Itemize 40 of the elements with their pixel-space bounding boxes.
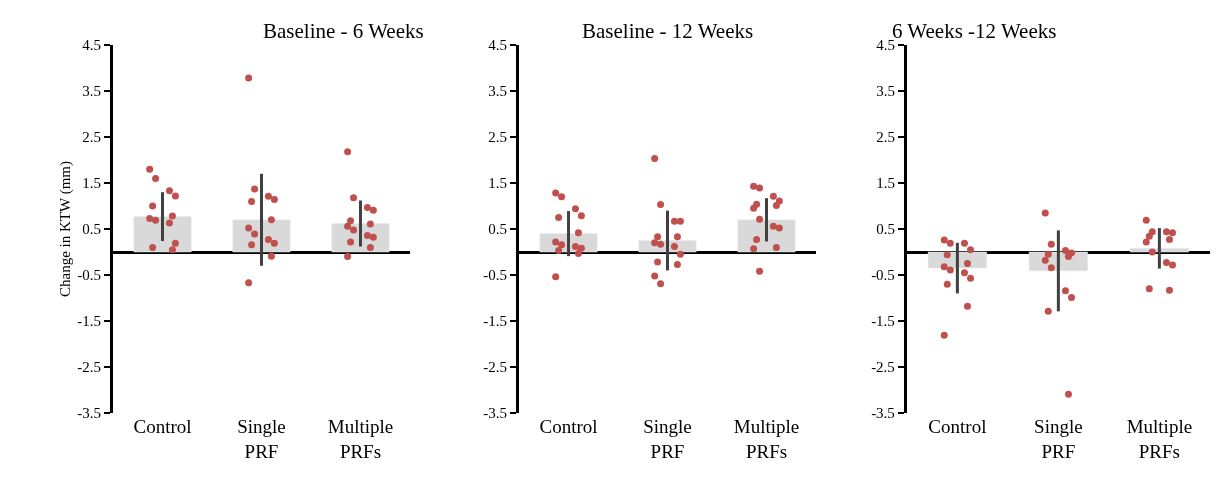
x-tick-label: Multiple PRFs xyxy=(733,416,800,462)
y-tick-label: 0.5 xyxy=(488,221,508,238)
y-tick-label: 1.5 xyxy=(82,175,102,192)
x-tick-label: Single PRF xyxy=(643,416,692,462)
chart-title: Baseline - 6 Weeks xyxy=(263,19,424,43)
y-tick-label: -3.5 xyxy=(871,405,895,422)
y-tick-label: 4.5 xyxy=(82,37,102,54)
y-tick-label: 2.5 xyxy=(488,129,508,146)
y-tick-label: -2.5 xyxy=(483,359,508,376)
y-tick-label: -1.5 xyxy=(483,313,508,330)
y-tick-label: -0.5 xyxy=(483,267,508,284)
y-tick-label: 2.5 xyxy=(82,129,102,146)
y-tick-label: -3.5 xyxy=(77,405,102,422)
y-tick-label: 2.5 xyxy=(876,129,895,146)
y-tick-label: 0.5 xyxy=(82,221,102,238)
y-tick-label: -1.5 xyxy=(871,313,895,330)
chart-title: Baseline - 12 Weeks xyxy=(582,19,754,43)
x-tick-label: Single PRF xyxy=(237,416,286,462)
y-tick-label: 4.5 xyxy=(488,37,508,54)
y-tick-label: -2.5 xyxy=(77,359,102,376)
y-tick-label: -3.5 xyxy=(483,405,508,422)
x-tick-label: Control xyxy=(928,416,987,437)
y-axis-title: Change in KTW (mm) xyxy=(56,161,74,297)
chart-title: 6 Weeks -12 Weeks xyxy=(892,19,1057,43)
y-tick-label: 0.5 xyxy=(876,221,895,238)
y-tick-label: -2.5 xyxy=(871,359,895,376)
y-tick-label: 1.5 xyxy=(488,175,508,192)
x-tick-label: Multiple PRFs xyxy=(1126,416,1193,462)
x-tick-label: Control xyxy=(539,416,598,437)
x-tick-label: Single PRF xyxy=(1034,416,1083,462)
y-tick-label: -0.5 xyxy=(871,267,895,284)
y-tick-label: 3.5 xyxy=(876,83,895,100)
y-tick-label: -1.5 xyxy=(77,313,102,330)
y-tick-label: 3.5 xyxy=(488,83,508,100)
y-tick-label: -0.5 xyxy=(77,267,102,284)
x-tick-label: Control xyxy=(133,416,192,437)
x-tick-label: Multiple PRFs xyxy=(327,416,394,462)
y-tick-label: 4.5 xyxy=(876,37,895,54)
y-tick-label: 1.5 xyxy=(876,175,895,192)
y-tick-label: 3.5 xyxy=(82,83,102,100)
